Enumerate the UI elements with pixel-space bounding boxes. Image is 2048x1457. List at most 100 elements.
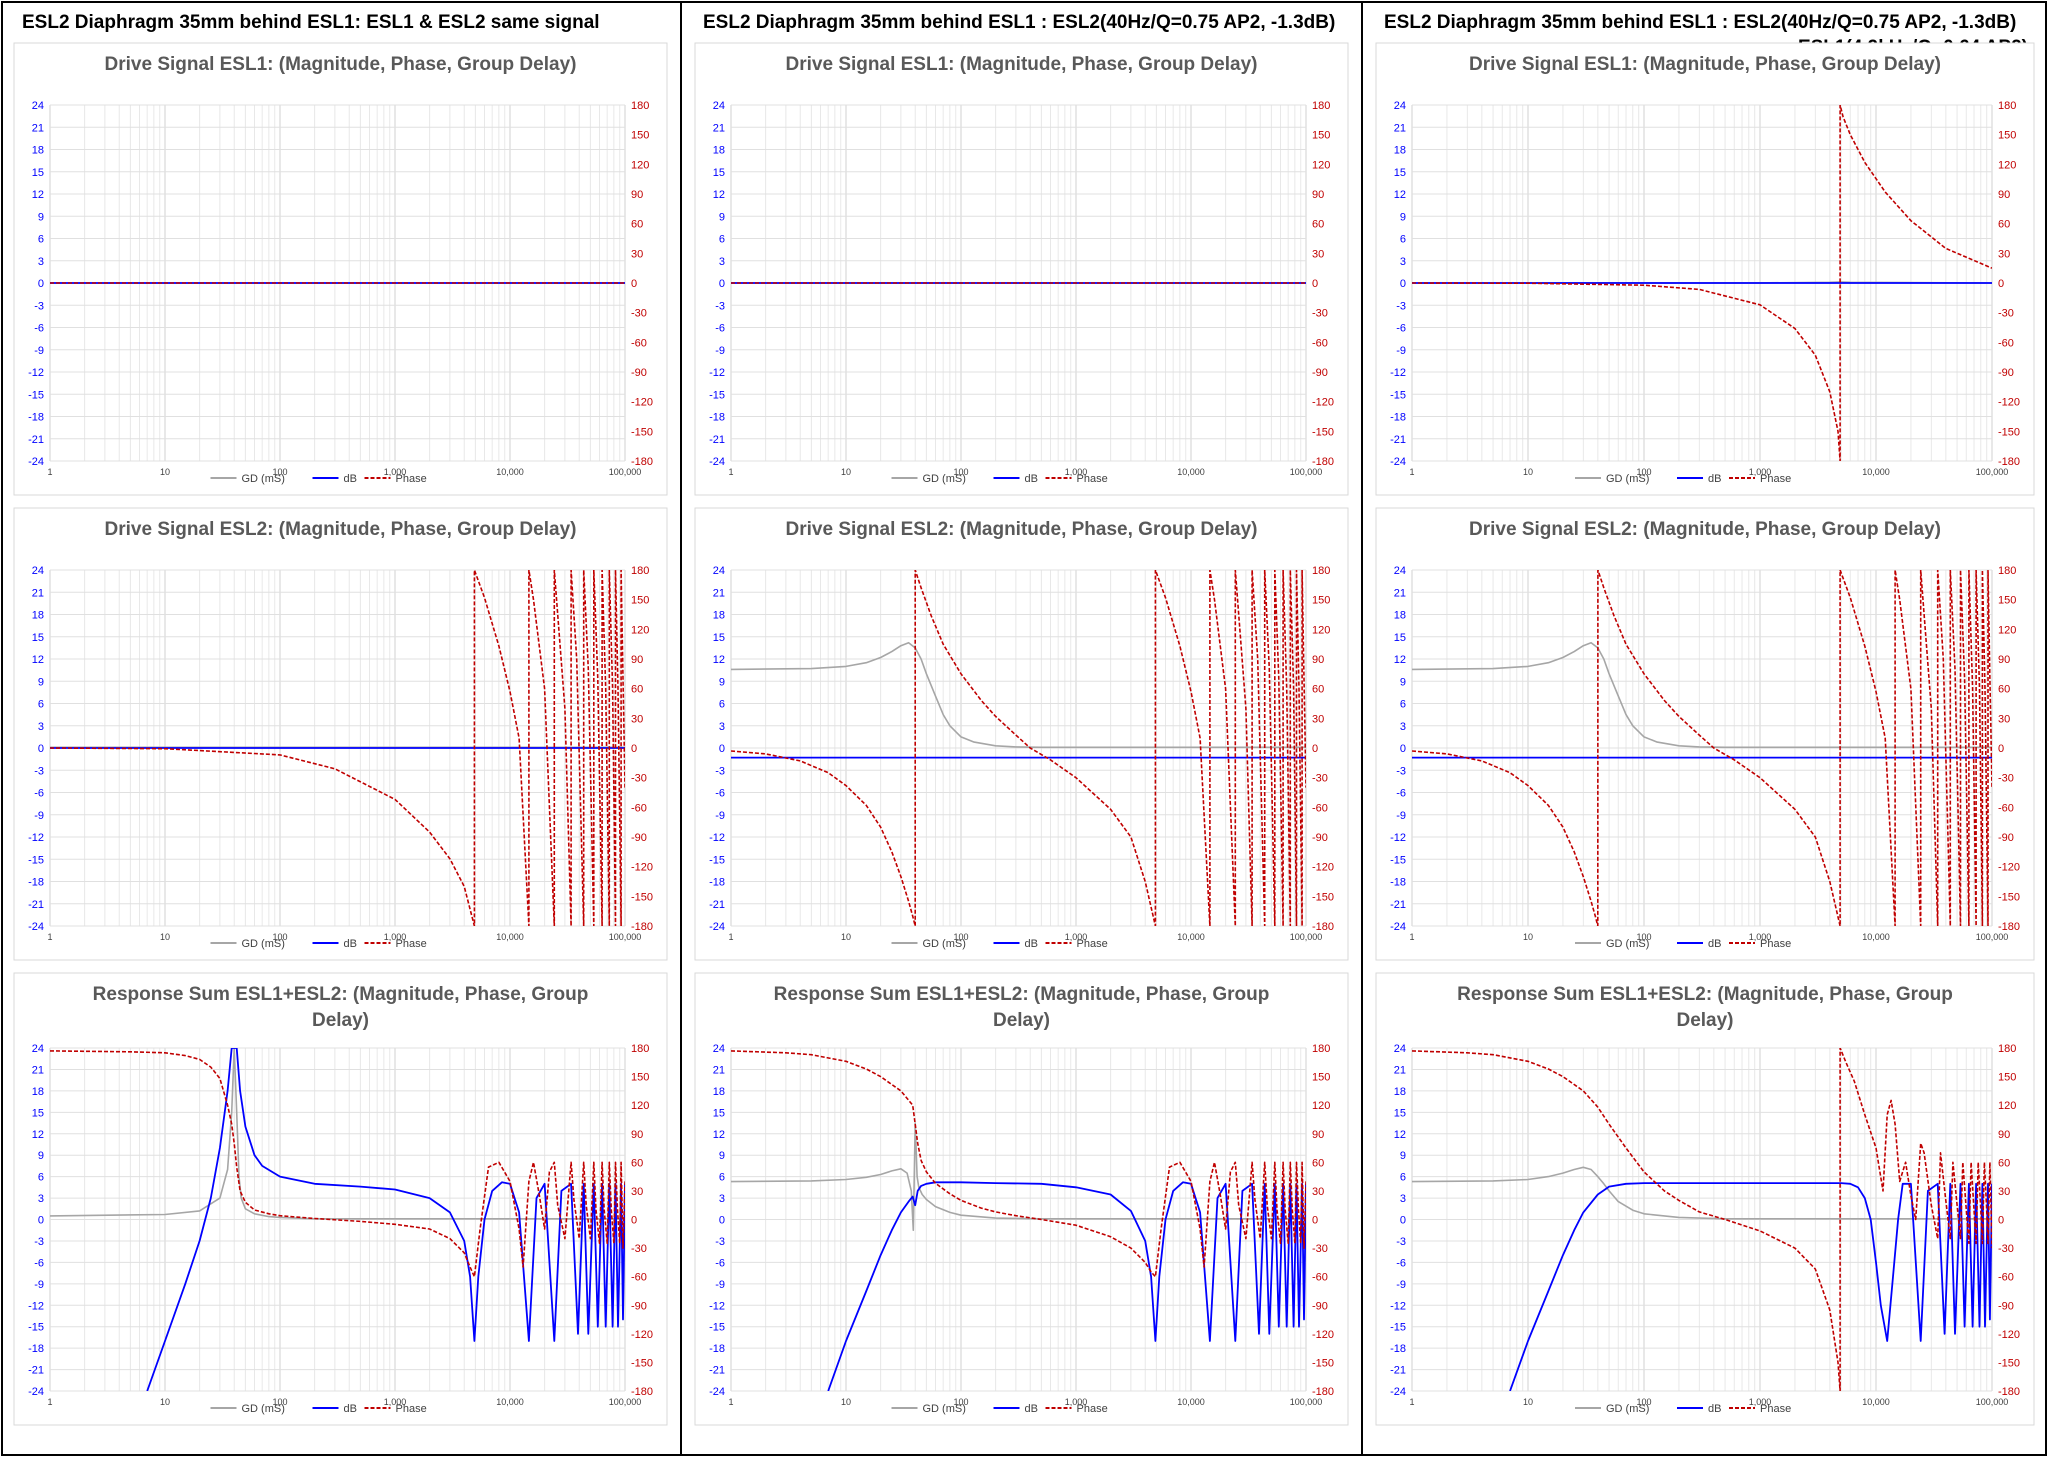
y-right-tick-label: 180 bbox=[1998, 100, 2016, 112]
column-title: ESL2 Diaphragm 35mm behind ESL1 : ESL2(4… bbox=[1384, 12, 2016, 33]
y-right-tick-label: -120 bbox=[1998, 1329, 2020, 1341]
x-tick-label: 1,000 bbox=[384, 467, 407, 477]
chart-area bbox=[1375, 42, 2035, 496]
y-right-tick-label: -90 bbox=[1312, 367, 1328, 379]
y-left-tick-label: -21 bbox=[1390, 434, 1406, 446]
y-left-tick-label: -24 bbox=[709, 456, 725, 468]
y-right-tick-label: 90 bbox=[1998, 654, 2010, 666]
y-left-tick-label: 15 bbox=[32, 632, 44, 644]
chart-panel-c1-sum: Response Sum ESL1+ESL2: (Magnitude, Phas… bbox=[13, 972, 668, 1426]
legend-label-gd: GD (mS) bbox=[923, 1403, 966, 1415]
y-left-tick-label: 21 bbox=[1394, 1064, 1406, 1076]
y-left-tick-label: 18 bbox=[32, 145, 44, 157]
column-title: ESL2 Diaphragm 35mm behind ESL1 : ESL2(4… bbox=[703, 12, 1335, 33]
y-right-tick-label: 90 bbox=[631, 1129, 643, 1141]
y-left-tick-label: 21 bbox=[713, 1064, 725, 1076]
y-right-tick-label: -180 bbox=[631, 1386, 653, 1398]
chart-panel-c2-esl2: Drive Signal ESL2: (Magnitude, Phase, Gr… bbox=[694, 507, 1349, 961]
y-right-tick-label: -90 bbox=[1998, 1300, 2014, 1312]
y-right-tick-label: 120 bbox=[1998, 1100, 2016, 1112]
legend-label-gd: GD (mS) bbox=[242, 938, 285, 950]
x-tick-label: 10 bbox=[160, 467, 170, 477]
x-tick-label: 1,000 bbox=[384, 1397, 407, 1407]
y-left-tick-label: -21 bbox=[1390, 899, 1406, 911]
y-left-tick-label: 0 bbox=[719, 743, 725, 755]
x-tick-label: 100 bbox=[1636, 932, 1651, 942]
chart-title: Response Sum ESL1+ESL2: (Magnitude, Phas… bbox=[1457, 984, 1953, 1005]
legend-label-phase: Phase bbox=[396, 938, 427, 950]
y-right-tick-label: 30 bbox=[1312, 1186, 1324, 1198]
y-right-tick-label: 150 bbox=[1998, 595, 2016, 607]
y-right-tick-label: 60 bbox=[1998, 219, 2010, 231]
y-right-tick-label: -60 bbox=[1312, 337, 1328, 349]
x-tick-label: 10,000 bbox=[1177, 1397, 1205, 1407]
legend: GD (mS) dB Phase bbox=[891, 473, 1108, 485]
y-left-tick-label: -6 bbox=[1396, 323, 1406, 335]
y-left-tick-label: 21 bbox=[713, 122, 725, 134]
y-left-tick-label: 12 bbox=[32, 189, 44, 201]
y-left-tick-label: 21 bbox=[32, 1064, 44, 1076]
legend-label-phase: Phase bbox=[1760, 1403, 1791, 1415]
y-left-tick-label: 21 bbox=[1394, 587, 1406, 599]
legend-label-phase: Phase bbox=[1077, 473, 1108, 485]
y-right-tick-label: -90 bbox=[1312, 1300, 1328, 1312]
x-tick-label: 10 bbox=[160, 932, 170, 942]
legend: GD (mS) dB Phase bbox=[891, 1403, 1108, 1415]
chart-panel-c3-esl1: Drive Signal ESL1: (Magnitude, Phase, Gr… bbox=[1375, 42, 2035, 496]
y-right-tick-label: -150 bbox=[631, 426, 653, 438]
y-left-tick-label: -15 bbox=[709, 1322, 725, 1334]
db-series-line bbox=[1509, 1182, 1992, 1391]
chart-title: Drive Signal ESL2: (Magnitude, Phase, Gr… bbox=[105, 519, 577, 540]
y-left-tick-label: 3 bbox=[38, 1193, 44, 1205]
legend-label-gd: GD (mS) bbox=[242, 473, 285, 485]
y-right-tick-label: -30 bbox=[1312, 1243, 1328, 1255]
y-left-tick-label: -21 bbox=[28, 434, 44, 446]
y-right-tick-label: -30 bbox=[1998, 308, 2014, 320]
x-tick-label: 10 bbox=[841, 467, 851, 477]
y-right-tick-label: 0 bbox=[1998, 743, 2004, 755]
y-left-tick-label: -24 bbox=[28, 456, 44, 468]
chart-title: Drive Signal ESL1: (Magnitude, Phase, Gr… bbox=[786, 54, 1258, 75]
legend-label-db: dB bbox=[1025, 938, 1038, 950]
y-right-tick-label: 0 bbox=[1312, 278, 1318, 290]
y-left-tick-label: 12 bbox=[713, 1129, 725, 1141]
y-right-tick-label: 90 bbox=[1998, 189, 2010, 201]
y-right-tick-label: -120 bbox=[631, 397, 653, 409]
y-right-tick-label: -150 bbox=[1998, 1357, 2020, 1369]
y-left-tick-label: -12 bbox=[709, 1300, 725, 1312]
legend-label-gd: GD (mS) bbox=[1606, 473, 1649, 485]
y-left-tick-label: 12 bbox=[32, 1129, 44, 1141]
chart-panel-c1-esl2: Drive Signal ESL2: (Magnitude, Phase, Gr… bbox=[13, 507, 668, 961]
y-left-tick-label: -6 bbox=[715, 323, 725, 335]
y-right-tick-label: 30 bbox=[1312, 713, 1324, 725]
y-right-tick-label: 0 bbox=[1998, 278, 2004, 290]
x-tick-label: 100,000 bbox=[609, 1397, 642, 1407]
gridlines bbox=[49, 1047, 626, 1392]
legend-label-gd: GD (mS) bbox=[1606, 1403, 1649, 1415]
y-right-tick-label: -180 bbox=[631, 921, 653, 933]
y-left-tick-label: -9 bbox=[715, 1279, 725, 1291]
y-left-tick-label: 15 bbox=[32, 167, 44, 179]
chart-title: Delay) bbox=[1676, 1010, 1733, 1031]
y-right-tick-label: -180 bbox=[1998, 1386, 2020, 1398]
legend: GD (mS) dB Phase bbox=[210, 938, 427, 950]
y-left-tick-label: 6 bbox=[1400, 1172, 1406, 1184]
y-right-tick-label: 120 bbox=[631, 1100, 649, 1112]
y-left-tick-label: 15 bbox=[713, 1107, 725, 1119]
y-right-tick-label: 150 bbox=[631, 1072, 649, 1084]
y-right-tick-label: 180 bbox=[1998, 565, 2016, 577]
y-left-tick-label: 6 bbox=[719, 699, 725, 711]
x-tick-label: 1,000 bbox=[1749, 467, 1772, 477]
phase-series-line bbox=[731, 570, 1306, 926]
y-left-tick-label: -6 bbox=[715, 788, 725, 800]
y-right-tick-label: -120 bbox=[631, 862, 653, 874]
y-left-tick-label: 18 bbox=[32, 610, 44, 622]
y-left-tick-label: -21 bbox=[709, 899, 725, 911]
y-right-tick-label: -60 bbox=[1312, 802, 1328, 814]
y-left-tick-label: 18 bbox=[1394, 145, 1406, 157]
y-right-tick-label: 60 bbox=[1998, 1157, 2010, 1169]
x-tick-label: 100 bbox=[953, 467, 968, 477]
y-left-tick-label: 6 bbox=[719, 234, 725, 246]
